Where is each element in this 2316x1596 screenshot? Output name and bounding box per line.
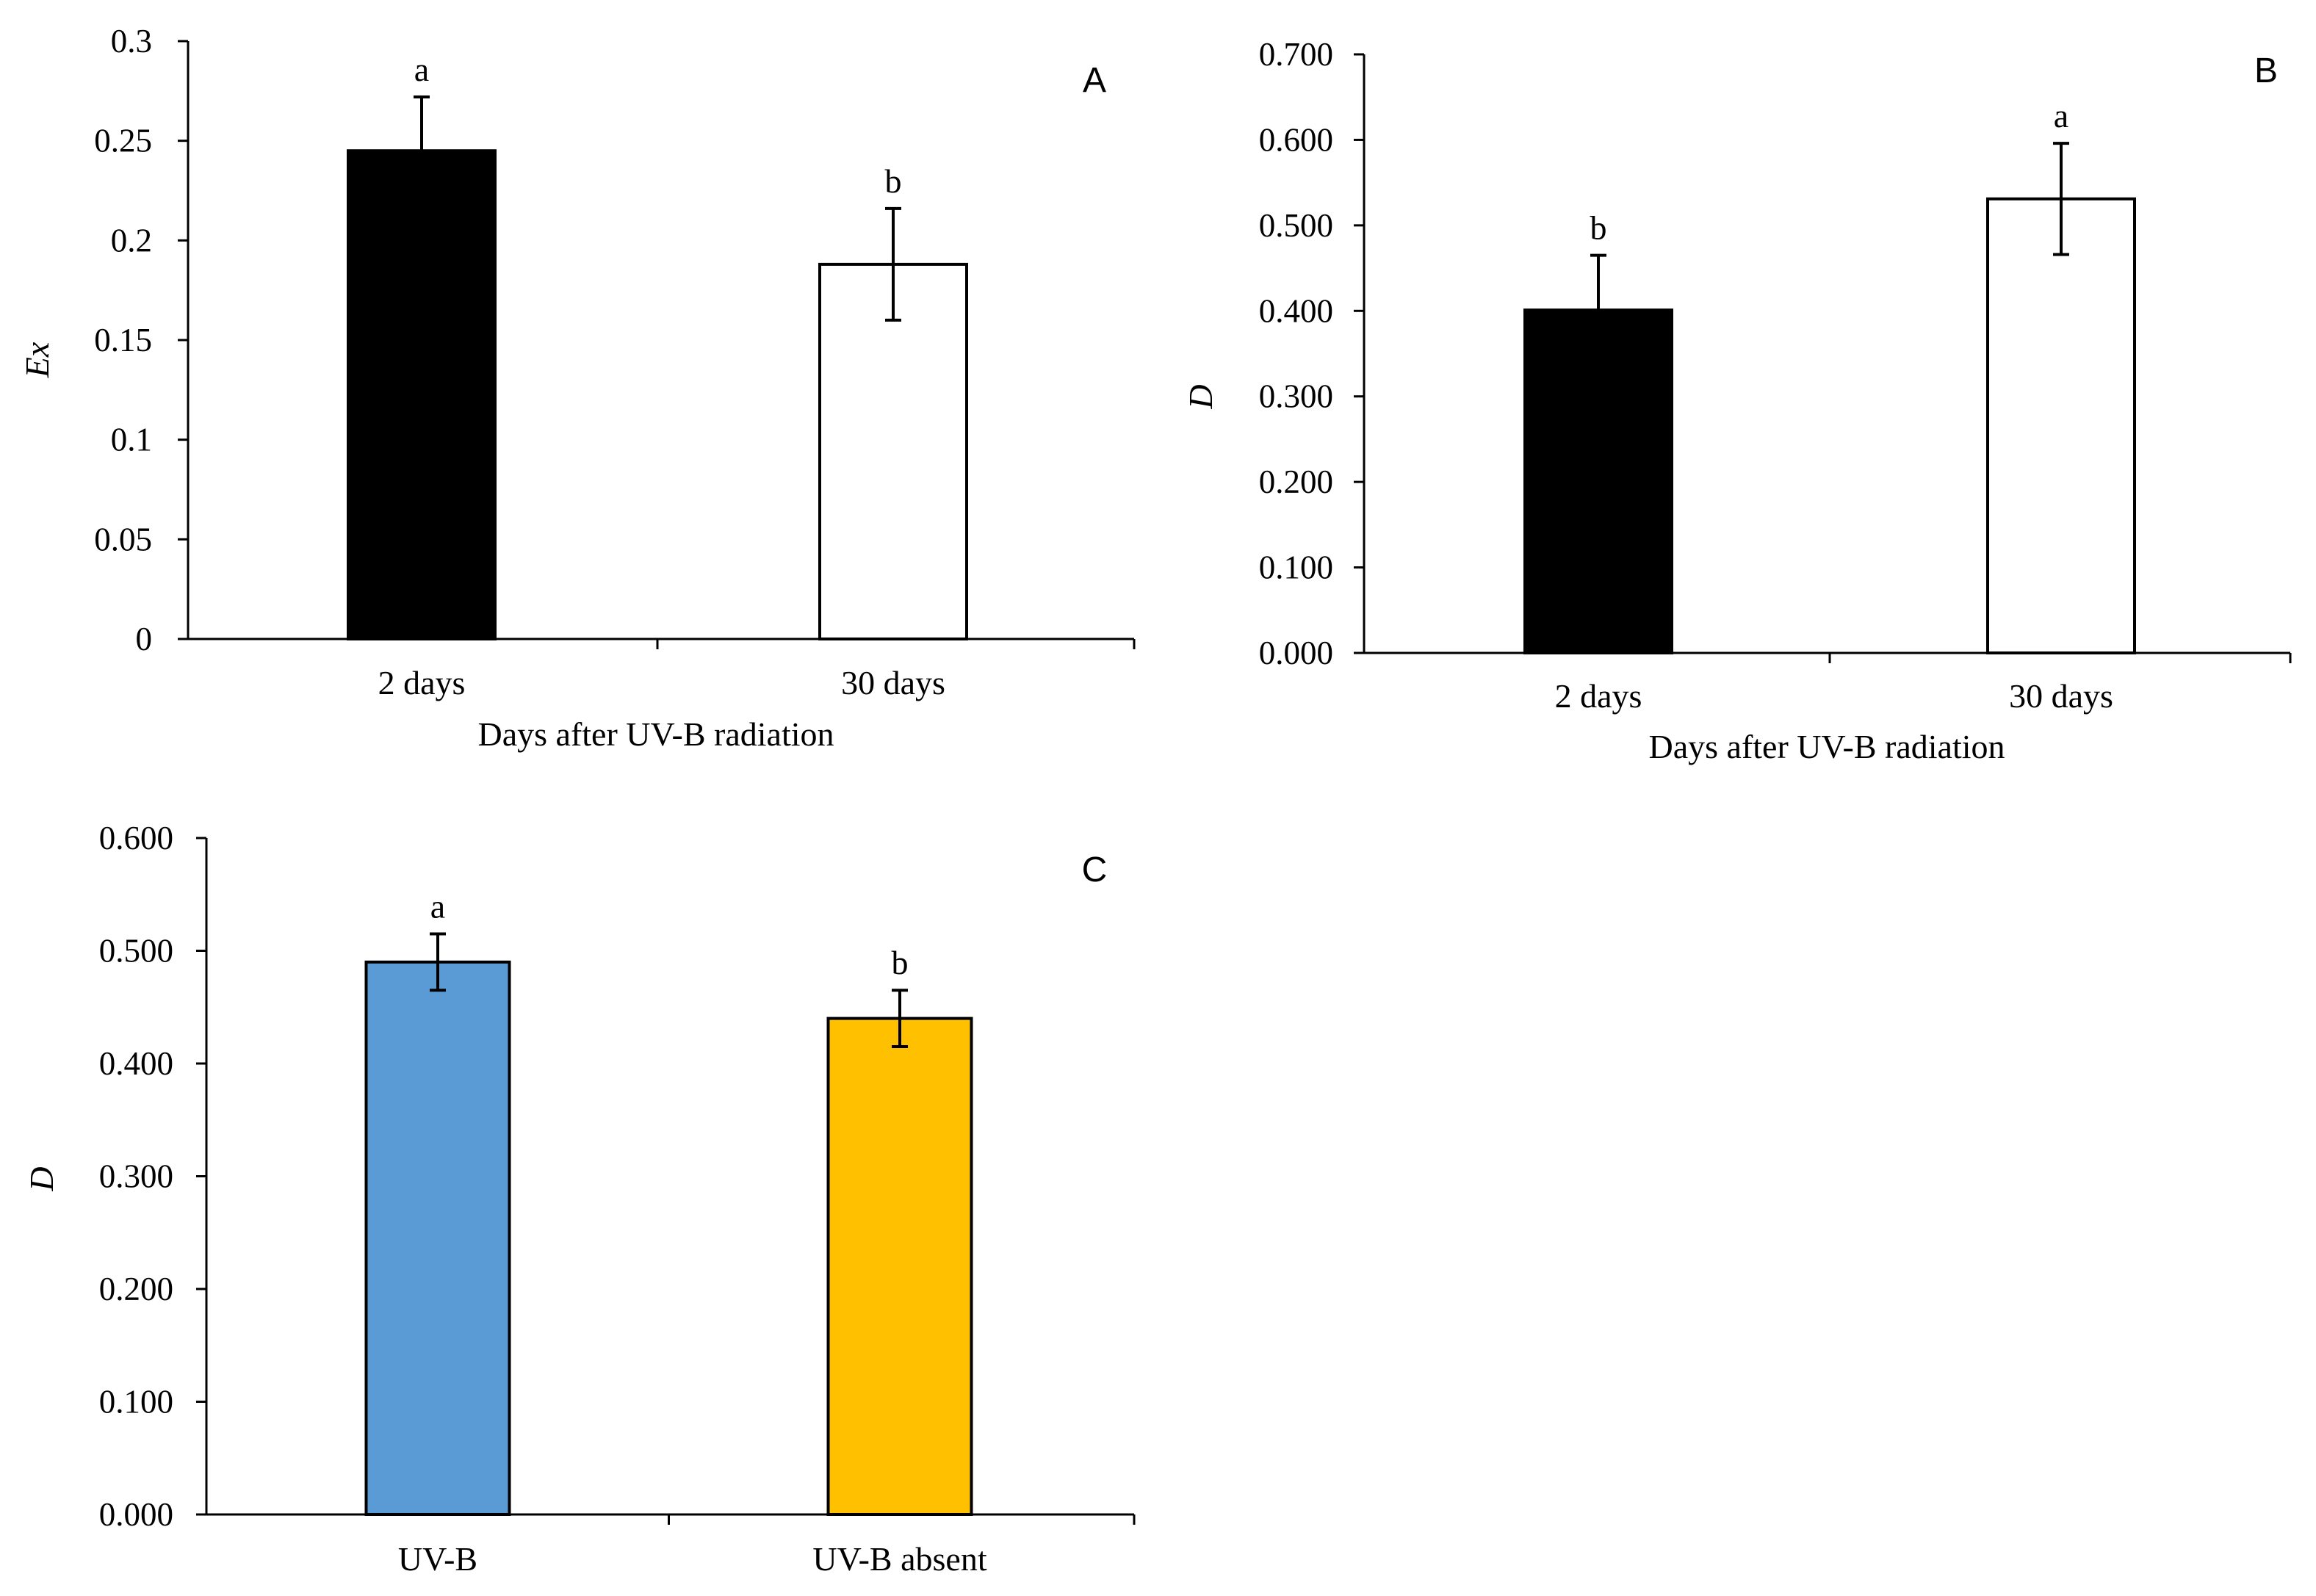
y-axis-label: D: [1182, 384, 1219, 409]
bar-2: [1986, 197, 2136, 654]
bar-1: [347, 149, 497, 640]
y-tick-label: 0.300: [99, 1158, 173, 1195]
x-tick-label: 2 days: [378, 664, 466, 701]
y-tick-label: 0.100: [99, 1384, 173, 1420]
chart-panel-c: 0.000 0.100 0.200 0.300 0.400 0.500 0.600 a UV-B…: [23, 820, 1136, 1578]
y-tick-label: 0.2: [111, 222, 152, 259]
x-axis-label: Days after UV-B radiation: [478, 715, 834, 753]
y-tick-label: 0.25: [94, 123, 152, 159]
significance-letter: a: [2054, 97, 2068, 134]
significance-letter: b: [1590, 209, 1607, 247]
y-tick-label: 0.400: [99, 1045, 173, 1082]
significance-letter: a: [430, 887, 445, 925]
x-tick-label: 30 days: [2009, 677, 2113, 715]
y-tick-label: 0.600: [99, 820, 173, 856]
y-tick-label: 0.500: [99, 933, 173, 969]
y-tick-label: 0.500: [1259, 207, 1333, 244]
y-tick-label: 0.300: [1259, 378, 1333, 415]
y-tick-label: 0.000: [1259, 635, 1333, 671]
y-tick-label: 0: [136, 621, 153, 657]
x-tick-label: UV-B: [398, 1540, 477, 1578]
x-tick-label: UV-B absent: [812, 1540, 986, 1578]
y-tick-label: 0.600: [1259, 121, 1333, 158]
panel-letter: C: [1082, 851, 1108, 889]
y-tick-label: 0.400: [1259, 292, 1333, 329]
y-tick-label: 0.100: [1259, 549, 1333, 586]
y-tick-label: 0.200: [99, 1271, 173, 1307]
significance-letter: a: [414, 51, 429, 88]
y-axis-label: D: [23, 1166, 60, 1191]
bar-1: [364, 960, 511, 1516]
panel-letter: B: [2254, 51, 2278, 90]
y-tick-label: 0.3: [111, 23, 152, 59]
y-tick-label: 0.15: [94, 322, 152, 358]
bar-2: [826, 1017, 973, 1516]
significance-letter: b: [892, 944, 909, 981]
significance-letter: b: [885, 162, 902, 200]
x-axis-label: Days after UV-B radiation: [1649, 728, 2005, 765]
y-tick-label: 0.05: [94, 521, 152, 557]
y-tick-label: 0.200: [1259, 463, 1333, 500]
chart-panel-b: 0.000 0.100 0.200 0.300 0.400 0.500 0.600 0.700…: [1182, 36, 2292, 765]
y-tick-label: 0.700: [1259, 36, 1333, 73]
bar-1: [1523, 308, 1673, 654]
panel-letter: A: [1083, 61, 1106, 100]
y-tick-label: 0.1: [111, 422, 152, 458]
y-tick-label: 0.000: [99, 1496, 173, 1533]
x-tick-label: 30 days: [841, 664, 945, 701]
bar-2: [818, 262, 968, 640]
y-axis-label: Ex: [18, 342, 56, 378]
x-tick-label: 2 days: [1555, 677, 1642, 715]
